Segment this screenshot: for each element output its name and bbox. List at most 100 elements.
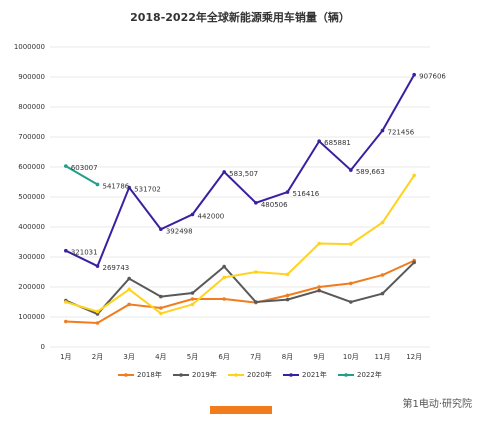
x-tick-label: 10月 <box>343 353 359 361</box>
data-label: 531702 <box>134 185 161 193</box>
data-label: 442000 <box>198 212 225 220</box>
y-tick-label: 800000 <box>18 103 45 111</box>
data-label: 541786 <box>103 182 130 190</box>
point <box>64 300 68 304</box>
point <box>380 273 385 277</box>
point <box>95 309 100 314</box>
legend-label: 2021年 <box>302 370 327 379</box>
point <box>159 311 163 316</box>
point <box>317 285 321 289</box>
y-tick-label: 900000 <box>18 73 45 81</box>
y-tick-label: 700000 <box>18 133 45 141</box>
legend-marker <box>179 373 183 377</box>
point <box>190 291 195 295</box>
point <box>285 293 290 298</box>
x-tick-label: 12月 <box>406 353 422 361</box>
legend-label: 2022年 <box>357 370 382 379</box>
chart-title: 2018-2022年全球新能源乘用车销量（辆） <box>130 10 350 24</box>
point <box>380 291 385 296</box>
series-line <box>65 261 415 316</box>
decor-bar <box>210 406 272 414</box>
point <box>159 227 163 232</box>
data-label: 721456 <box>388 129 415 137</box>
point <box>127 302 131 307</box>
data-label: 392498 <box>166 227 193 235</box>
point <box>349 281 353 286</box>
x-tick-label: 4月 <box>155 353 166 361</box>
point <box>222 297 226 301</box>
y-tick-label: 600000 <box>18 163 45 171</box>
point <box>349 242 353 246</box>
point <box>412 260 416 265</box>
y-tick-label: 1000000 <box>14 43 45 51</box>
x-tick-label: 3月 <box>123 353 134 361</box>
y-tick-label: 300000 <box>18 253 45 261</box>
legend-marker <box>124 373 128 377</box>
point <box>64 164 68 168</box>
x-tick-label: 9月 <box>313 353 324 361</box>
series-line <box>65 165 99 186</box>
point <box>222 170 226 174</box>
point <box>349 168 353 172</box>
point <box>285 297 290 302</box>
legend-label: 2019年 <box>192 370 217 379</box>
data-label: 480506 <box>261 201 288 209</box>
point <box>412 72 416 77</box>
point <box>127 276 131 281</box>
legend-marker <box>289 373 293 377</box>
point <box>159 294 163 299</box>
point <box>412 173 416 178</box>
y-tick-label: 200000 <box>18 283 45 291</box>
x-tick-label: 11月 <box>375 353 391 361</box>
point <box>317 288 321 293</box>
y-tick-label: 0 <box>41 343 45 351</box>
legend-marker <box>344 373 348 377</box>
series-line <box>65 259 415 325</box>
point <box>190 302 195 307</box>
legend-label: 2018年 <box>137 370 162 379</box>
y-tick-label: 100000 <box>18 313 45 321</box>
footer-logo: 第1电动·研究院 <box>402 397 472 410</box>
series-line <box>65 74 416 268</box>
x-tick-label: 6月 <box>218 353 229 361</box>
legend-marker <box>234 373 238 377</box>
point <box>254 270 258 274</box>
point <box>190 297 195 301</box>
data-label: 516416 <box>293 190 320 198</box>
x-tick-label: 8月 <box>282 353 293 361</box>
point <box>222 275 226 280</box>
point <box>127 185 131 190</box>
point <box>317 241 321 246</box>
data-label: 907606 <box>419 73 446 81</box>
point <box>95 321 100 325</box>
x-tick-label: 1月 <box>60 353 71 361</box>
point <box>64 319 68 324</box>
point <box>95 264 100 268</box>
point <box>159 306 163 310</box>
point <box>285 190 290 194</box>
legend-label: 2020年 <box>247 370 272 379</box>
series-line <box>65 174 415 315</box>
point <box>285 272 290 277</box>
x-tick-label: 7月 <box>250 353 261 361</box>
y-tick-label: 500000 <box>18 193 45 201</box>
data-label: 685881 <box>324 139 351 147</box>
x-tick-label: 5月 <box>187 353 198 361</box>
point <box>349 300 353 304</box>
x-tick-label: 2月 <box>92 353 103 361</box>
point <box>127 287 131 292</box>
point <box>190 212 195 217</box>
data-label: 269743 <box>103 264 130 272</box>
data-label: 589,663 <box>356 168 385 176</box>
point <box>317 139 321 144</box>
point <box>64 248 68 253</box>
point <box>95 182 100 187</box>
point <box>254 300 258 304</box>
point <box>380 128 385 133</box>
data-label: 583,507 <box>229 170 258 178</box>
point <box>380 220 385 225</box>
data-label: 321031 <box>71 249 98 257</box>
point <box>222 264 226 269</box>
